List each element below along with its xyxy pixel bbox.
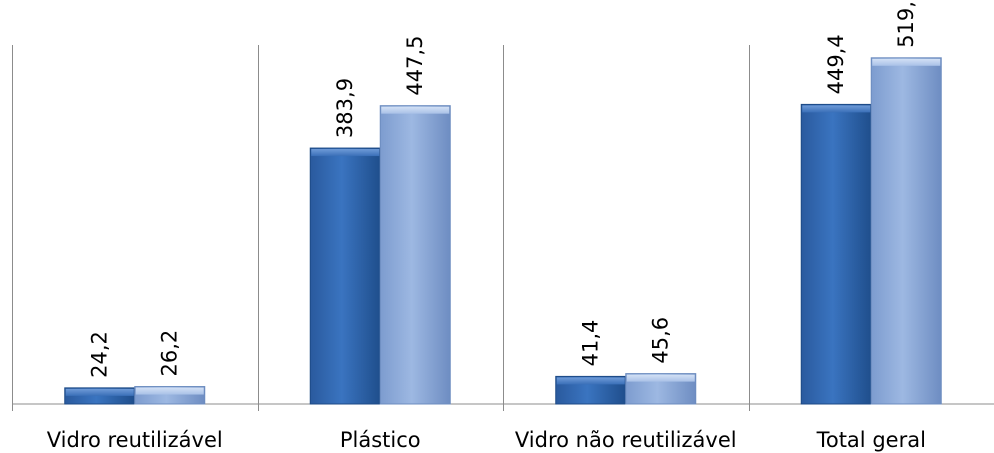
value-label-series1-1: 24,2 xyxy=(88,331,112,378)
bar-cap-series1-3 xyxy=(556,377,625,385)
bar-cap-series1-1 xyxy=(65,388,134,396)
category-label-1: Vidro reutilizável xyxy=(47,428,223,452)
bar-series1-4 xyxy=(800,103,872,405)
value-label-series1-4: 449,4 xyxy=(824,34,848,94)
bar-cap-series2-1 xyxy=(135,387,204,395)
category-label-4: Total geral xyxy=(816,428,926,452)
value-label-series1-3: 41,4 xyxy=(579,320,603,367)
value-label-series2-3: 45,6 xyxy=(649,317,673,364)
value-label-series2-2: 447,5 xyxy=(403,36,427,96)
category-label-2: Plástico xyxy=(340,428,421,452)
value-label-series2-1: 26,2 xyxy=(158,330,182,377)
value-label-series2-4: 519,3 xyxy=(894,0,918,48)
bar-series2-2 xyxy=(379,105,451,405)
bar-cap-series2-4 xyxy=(872,58,941,66)
bar-cap-series1-2 xyxy=(311,149,380,157)
bar-cap-series2-2 xyxy=(381,106,450,114)
bar-series2-4 xyxy=(870,57,942,405)
value-label-series1-2: 383,9 xyxy=(333,78,357,138)
category-label-3: Vidro não reutilizável xyxy=(515,428,737,452)
bar-cap-series1-4 xyxy=(802,105,871,113)
bars-layer xyxy=(64,57,942,405)
labels-layer: 24,2 26,2 Vidro reutilizável 383,9 447,5 Plás… xyxy=(47,0,926,452)
bar-series1-2 xyxy=(309,147,381,405)
bar-cap-series2-3 xyxy=(626,374,695,382)
